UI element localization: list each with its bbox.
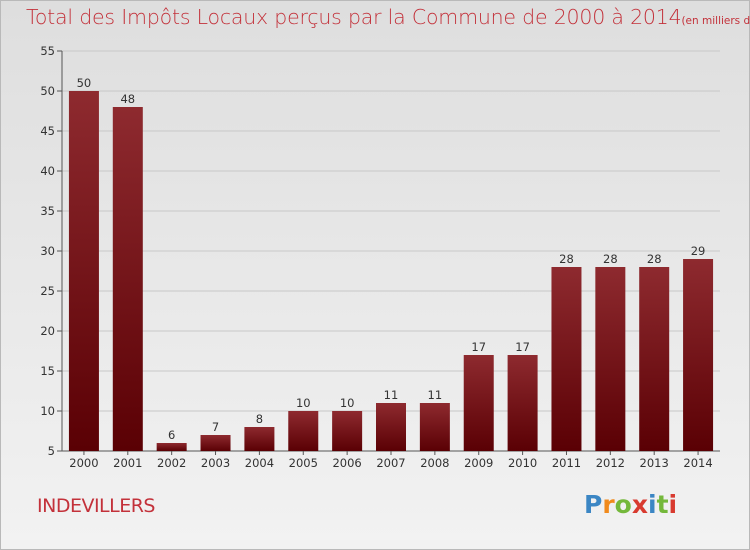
x-tick-label: 2000 bbox=[69, 456, 98, 470]
y-tick-label: 55 bbox=[40, 44, 55, 58]
data-label: 11 bbox=[384, 388, 399, 402]
x-tick-label: 2010 bbox=[508, 456, 537, 470]
data-label: 17 bbox=[471, 340, 486, 354]
chart-title-block: Total des Impôts Locaux perçus par la Co… bbox=[26, 5, 750, 29]
data-labels: 50 48 6 7 8 10 10 11 11 17 17 28 28 28 29 bbox=[77, 76, 706, 442]
bar bbox=[288, 411, 319, 451]
data-label: 8 bbox=[256, 412, 263, 426]
data-label: 10 bbox=[296, 396, 311, 410]
bar bbox=[419, 403, 450, 451]
bar bbox=[683, 259, 714, 451]
data-label: 48 bbox=[120, 92, 135, 106]
y-tick-label: 5 bbox=[48, 444, 55, 458]
x-tick-label: 2004 bbox=[245, 456, 274, 470]
x-tick-label: 2002 bbox=[157, 456, 186, 470]
chart-subtitle: (en milliers d'€) bbox=[681, 15, 750, 27]
data-label: 28 bbox=[647, 252, 662, 266]
data-label: 29 bbox=[691, 244, 706, 258]
y-tick-label: 25 bbox=[40, 284, 55, 298]
x-tick-label: 2006 bbox=[332, 456, 361, 470]
bar bbox=[463, 355, 494, 451]
x-tick-label: 2008 bbox=[420, 456, 449, 470]
logo-letter: i bbox=[668, 490, 678, 519]
bar bbox=[551, 267, 582, 451]
data-label: 6 bbox=[168, 428, 175, 442]
x-tick-label: 2009 bbox=[464, 456, 493, 470]
chart-title: Total des Impôts Locaux perçus par la Co… bbox=[26, 5, 682, 29]
y-tick-label: 15 bbox=[40, 364, 55, 378]
x-tick-label: 2013 bbox=[640, 456, 669, 470]
y-tick-label: 45 bbox=[40, 124, 55, 138]
x-tick-label: 2001 bbox=[113, 456, 142, 470]
x-tick-label: 2011 bbox=[552, 456, 581, 470]
x-tick-label: 2014 bbox=[683, 456, 712, 470]
bars bbox=[68, 91, 714, 451]
y-tick-label: 35 bbox=[40, 204, 55, 218]
logo-letter: o bbox=[614, 490, 632, 519]
data-label: 28 bbox=[559, 252, 574, 266]
x-tick-label: 2005 bbox=[289, 456, 318, 470]
bar bbox=[376, 403, 406, 451]
bar bbox=[156, 443, 187, 451]
logo-letter: r bbox=[602, 490, 615, 519]
y-tick-label: 40 bbox=[40, 164, 55, 178]
x-tick-label: 2012 bbox=[596, 456, 625, 470]
data-label: 7 bbox=[212, 420, 219, 434]
y-tick-label: 10 bbox=[40, 404, 55, 418]
bar bbox=[112, 107, 143, 451]
data-label: 11 bbox=[428, 388, 443, 402]
bar bbox=[595, 267, 626, 451]
y-tick-label: 30 bbox=[40, 244, 55, 258]
logo-letter: i bbox=[648, 490, 657, 519]
data-label: 10 bbox=[340, 396, 355, 410]
bar bbox=[507, 355, 538, 451]
x-tick-label: 2007 bbox=[376, 456, 405, 470]
data-label: 17 bbox=[515, 340, 530, 354]
bar bbox=[244, 427, 275, 451]
data-label: 50 bbox=[77, 76, 92, 90]
proxiti-logo: Proxiti bbox=[584, 490, 677, 519]
logo-letter: x bbox=[631, 490, 648, 519]
logo-letter: t bbox=[656, 490, 669, 519]
commune-name: INDEVILLERS bbox=[37, 495, 156, 517]
y-tick-label: 50 bbox=[40, 84, 55, 98]
bar bbox=[68, 91, 99, 451]
data-label: 28 bbox=[603, 252, 618, 266]
logo-letter: P bbox=[584, 490, 603, 519]
bar bbox=[639, 267, 670, 451]
bar bbox=[200, 435, 231, 451]
x-tick-label: 2003 bbox=[201, 456, 230, 470]
bar bbox=[332, 411, 363, 451]
y-tick-label: 20 bbox=[40, 324, 55, 338]
